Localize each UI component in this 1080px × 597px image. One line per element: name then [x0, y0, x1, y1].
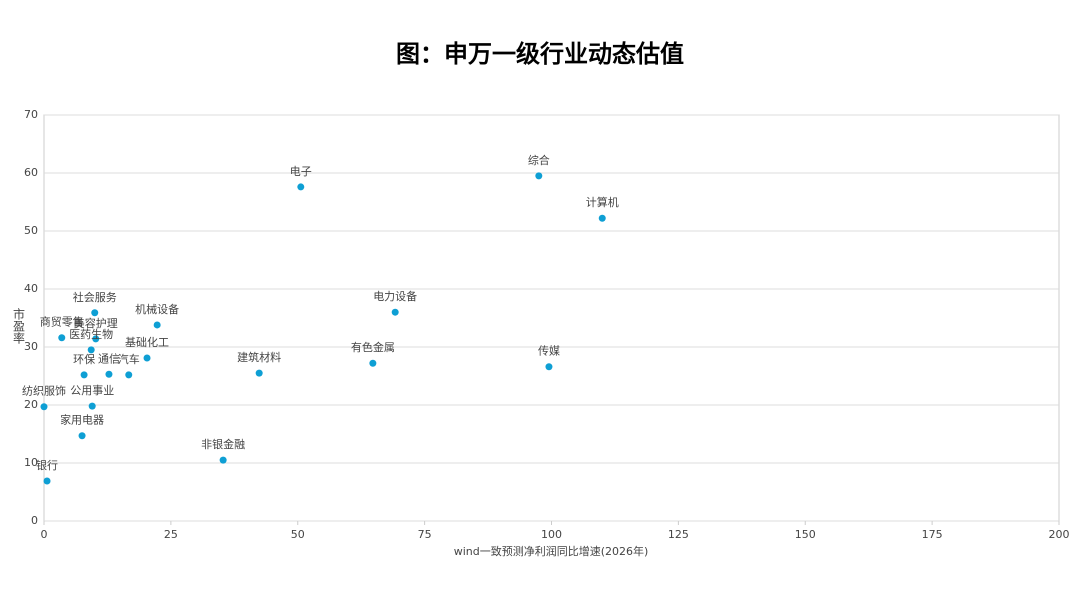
point-label: 美容护理: [74, 316, 118, 330]
y-tick-label: 10: [24, 456, 38, 469]
point: [535, 172, 543, 180]
point-label: 建筑材料: [237, 350, 281, 364]
point-label: 非银金融: [201, 437, 245, 451]
point: [87, 346, 95, 354]
y-tick-label: 0: [31, 514, 38, 527]
x-tick-label: 0: [41, 528, 48, 541]
point: [88, 402, 96, 410]
point-label: 纺织服饰: [22, 384, 66, 398]
point-label: 通信: [98, 352, 120, 365]
x-tick-label: 25: [164, 528, 178, 541]
point: [369, 359, 377, 367]
x-tick-label: 125: [668, 528, 689, 541]
point: [40, 403, 48, 411]
x-tick-label: 175: [922, 528, 943, 541]
point: [78, 432, 86, 440]
point: [391, 308, 399, 316]
point: [92, 335, 100, 343]
point-label: 公用事业: [70, 384, 114, 397]
point: [297, 183, 305, 191]
x-axis-label: wind一致预测净利润同比增速(2026年): [454, 544, 649, 558]
point-label: 机械设备: [135, 302, 179, 316]
point-label: 综合: [528, 153, 550, 167]
plot-frame: [43, 114, 1060, 522]
point-label: 有色金属: [351, 340, 395, 354]
y-tick-label: 70: [24, 108, 38, 121]
point-label: 商贸零售: [40, 315, 84, 329]
x-tick-label: 75: [418, 528, 432, 541]
y-axis-label: 市盈率: [12, 307, 26, 344]
point-label: 社会服务: [73, 290, 117, 304]
chart-title: 图：申万一级行业动态估值: [396, 40, 684, 68]
point-label: 电子: [290, 165, 312, 178]
point: [105, 370, 113, 378]
x-tick-label: 100: [541, 528, 562, 541]
point-label: 家用电器: [60, 413, 104, 427]
x-tick-label: 200: [1049, 528, 1070, 541]
point: [143, 354, 151, 362]
point: [219, 456, 227, 464]
point: [91, 309, 99, 317]
point-label: 传媒: [538, 345, 560, 358]
y-tick-label: 30: [24, 340, 38, 353]
point-label: 银行: [36, 458, 58, 472]
point-label: 基础化工: [125, 335, 169, 349]
x-tick-label: 50: [291, 528, 305, 541]
point-label: 医药生物: [69, 327, 113, 341]
y-tick-label: 20: [24, 398, 38, 411]
point: [153, 321, 161, 329]
point: [43, 477, 51, 485]
y-tick-label: 40: [24, 282, 38, 295]
point: [545, 363, 553, 371]
x-tick-label: 150: [795, 528, 816, 541]
point-label: 环保: [73, 352, 95, 366]
point-label: 计算机: [586, 195, 619, 209]
point-label: 汽车: [118, 352, 140, 366]
point: [58, 334, 66, 342]
point: [80, 371, 88, 379]
point: [255, 369, 263, 377]
point: [125, 371, 133, 379]
point-label: 电力设备: [373, 289, 417, 303]
point: [598, 214, 606, 222]
y-tick-label: 50: [24, 224, 38, 237]
y-tick-label: 60: [24, 166, 38, 179]
